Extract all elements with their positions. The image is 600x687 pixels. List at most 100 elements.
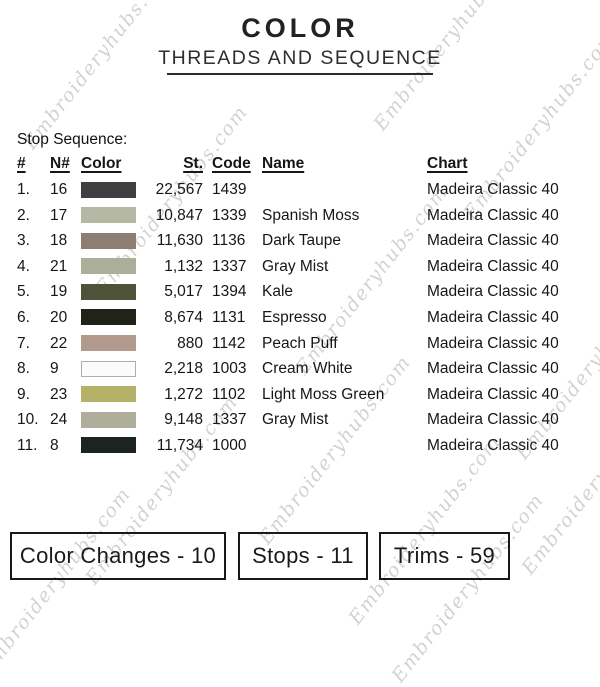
row-chart-name: Madeira Classic 40	[427, 308, 559, 326]
table-row: 10. 24 9,148 1337 Gray Mist Madeira Clas…	[0, 407, 600, 433]
row-thread-name: Gray Mist	[262, 411, 329, 429]
row-chart-name: Madeira Classic 40	[427, 181, 559, 198]
watermark-text: Embroideryhubs.com	[0, 483, 136, 681]
subtitle-underline	[167, 73, 433, 75]
watermark-text: Embroideryhubs.com	[387, 489, 549, 687]
row-chart-name: Madeira Classic 40	[427, 411, 559, 429]
row-thread-code: 1337	[212, 411, 247, 429]
row-index: 7.	[17, 334, 30, 352]
color-swatch	[81, 335, 136, 352]
column-header-chart: Chart	[427, 155, 468, 172]
color-swatch	[81, 309, 136, 326]
row-stitch-count: 2,218	[164, 360, 203, 378]
color-swatch	[81, 232, 136, 249]
row-stitch-count: 22,567	[155, 181, 203, 198]
row-stitch-count: 1,272	[164, 385, 203, 403]
row-stitch-count: 9,148	[164, 411, 203, 429]
row-needle-number: 18	[50, 232, 68, 250]
table-row: 7. 22 880 1142 Peach Puff Madeira Classi…	[0, 331, 600, 357]
row-stitch-count: 5,017	[164, 283, 203, 301]
row-thread-code: 1142	[212, 334, 246, 352]
row-thread-code: 1000	[212, 436, 247, 454]
row-stitch-count: 11,734	[156, 436, 203, 454]
row-index: 4.	[17, 257, 30, 275]
row-thread-code: 1131	[212, 308, 246, 326]
row-chart-name: Madeira Classic 40	[427, 436, 559, 454]
row-index: 11.	[17, 436, 38, 454]
page-title: COLOR	[241, 13, 359, 43]
row-needle-number: 16	[50, 181, 68, 198]
row-chart-name: Madeira Classic 40	[427, 257, 559, 275]
table-row: 1. 16 22,567 1439 Madeira Classic 40	[0, 177, 600, 203]
row-thread-code: 1337	[212, 257, 247, 275]
color-swatch	[81, 411, 136, 428]
row-index: 6.	[17, 308, 30, 326]
color-swatch	[81, 283, 136, 300]
stops-label: Stops - 11	[252, 543, 354, 568]
row-stitch-count: 10,847	[155, 206, 203, 224]
row-index: 2.	[17, 206, 30, 224]
row-chart-name: Madeira Classic 40	[427, 385, 559, 403]
row-thread-code: 1102	[212, 385, 246, 403]
row-needle-number: 19	[50, 283, 68, 301]
row-thread-name: Spanish Moss	[262, 206, 360, 224]
color-swatch	[81, 437, 136, 454]
row-thread-name: Light Moss Green	[262, 385, 385, 403]
row-thread-code: 1136	[212, 232, 246, 250]
row-needle-number: 17	[50, 206, 68, 224]
row-index: 10.	[17, 411, 39, 429]
row-chart-name: Madeira Classic 40	[427, 360, 559, 378]
color-changes-box: Color Changes - 10	[10, 532, 226, 580]
color-swatch	[81, 386, 136, 403]
color-changes-label: Color Changes - 10	[19, 543, 217, 568]
row-chart-name: Madeira Classic 40	[427, 334, 559, 352]
color-swatch	[81, 360, 136, 377]
table-row: 3. 18 11,630 1136 Dark Taupe Madeira Cla…	[0, 228, 600, 254]
color-swatch	[81, 181, 136, 198]
table-row: 6. 20 8,674 1131 Espresso Madeira Classi…	[0, 305, 600, 331]
row-chart-name: Madeira Classic 40	[427, 232, 559, 250]
table-header: # N# Color St. Code Name Chart	[0, 151, 600, 176]
row-thread-code: 1439	[212, 181, 247, 198]
row-needle-number: 8	[50, 436, 59, 454]
row-thread-name: Kale	[262, 283, 294, 301]
row-needle-number: 20	[50, 308, 68, 326]
row-index: 3.	[17, 232, 30, 250]
row-stitch-count: 8,674	[164, 308, 203, 326]
row-index: 1.	[17, 181, 30, 198]
stop-sequence-label: Stop Sequence:	[17, 131, 128, 148]
row-thread-name: Gray Mist	[262, 257, 329, 275]
row-needle-number: 24	[50, 411, 68, 429]
row-thread-code: 1339	[212, 206, 247, 224]
row-needle-number: 21	[50, 257, 68, 275]
table-row: 4. 21 1,132 1337 Gray Mist Madeira Class…	[0, 254, 600, 280]
column-header-needle: N#	[50, 155, 70, 172]
row-thread-name: Cream White	[262, 360, 353, 378]
row-thread-code: 1394	[212, 283, 247, 301]
table-row: 2. 17 10,847 1339 Spanish Moss Madeira C…	[0, 203, 600, 229]
table-row: 5. 19 5,017 1394 Kale Madeira Classic 40	[0, 279, 600, 305]
row-thread-name: Dark Taupe	[262, 232, 341, 250]
stops-box: Stops - 11	[238, 532, 368, 580]
table-row: 11. 8 11,734 1000 Madeira Classic 40	[0, 433, 600, 459]
row-thread-name: Espresso	[262, 308, 327, 326]
watermark-text: Embroideryhubs.com	[344, 431, 506, 629]
column-header-code: Code	[212, 155, 251, 172]
column-header-index: #	[17, 155, 26, 172]
table-row: 8. 9 2,218 1003 Cream White Madeira Clas…	[0, 356, 600, 382]
row-chart-name: Madeira Classic 40	[427, 283, 559, 301]
row-needle-number: 9	[50, 360, 59, 378]
row-needle-number: 23	[50, 385, 68, 403]
row-index: 9.	[17, 385, 30, 403]
row-stitch-count: 1,132	[164, 257, 203, 275]
column-header-stitches: St.	[183, 155, 203, 172]
table-row: 9. 23 1,272 1102 Light Moss Green Madeir…	[0, 382, 600, 408]
trims-label: Trims - 59	[393, 543, 496, 568]
color-swatch	[81, 207, 136, 224]
row-needle-number: 22	[50, 334, 68, 352]
trims-box: Trims - 59	[379, 532, 510, 580]
column-header-color: Color	[81, 155, 122, 172]
row-index: 5.	[17, 283, 30, 301]
row-stitch-count: 11,630	[156, 232, 203, 250]
page-subtitle: THREADS AND SEQUENCE	[158, 47, 442, 69]
